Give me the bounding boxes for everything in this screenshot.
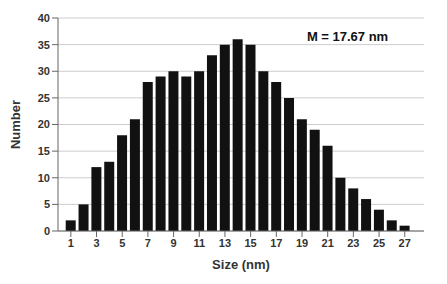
svg-text:10: 10 xyxy=(38,172,50,184)
html-text:M = 17.67 nm: M = 17.67 nm xyxy=(306,28,389,44)
svg-text:35: 35 xyxy=(38,39,50,51)
svg-text:5: 5 xyxy=(44,198,50,210)
svg-text:27: 27 xyxy=(399,237,411,249)
svg-text:30: 30 xyxy=(38,65,50,77)
svg-text:25: 25 xyxy=(38,92,50,104)
svg-text:Size (nm): Size (nm) xyxy=(212,257,270,272)
svg-text:Number: Number xyxy=(8,100,23,149)
svg-text:23: 23 xyxy=(347,237,359,249)
svg-text:25: 25 xyxy=(373,237,385,249)
svg-text:21: 21 xyxy=(322,237,334,249)
svg-text:15: 15 xyxy=(38,145,50,157)
svg-text:20: 20 xyxy=(38,118,50,130)
svg-text:5: 5 xyxy=(119,237,125,249)
svg-text:19: 19 xyxy=(296,237,308,249)
svg-text:15: 15 xyxy=(245,237,257,249)
svg-text:0: 0 xyxy=(44,225,50,237)
svg-text:40: 40 xyxy=(38,12,50,24)
svg-text:3: 3 xyxy=(93,237,99,249)
svg-text:17: 17 xyxy=(270,237,282,249)
svg-text:13: 13 xyxy=(219,237,231,249)
svg-text:1: 1 xyxy=(68,237,74,249)
svg-text:7: 7 xyxy=(145,237,151,249)
svg-text:9: 9 xyxy=(171,237,177,249)
svg-text:11: 11 xyxy=(193,237,205,249)
